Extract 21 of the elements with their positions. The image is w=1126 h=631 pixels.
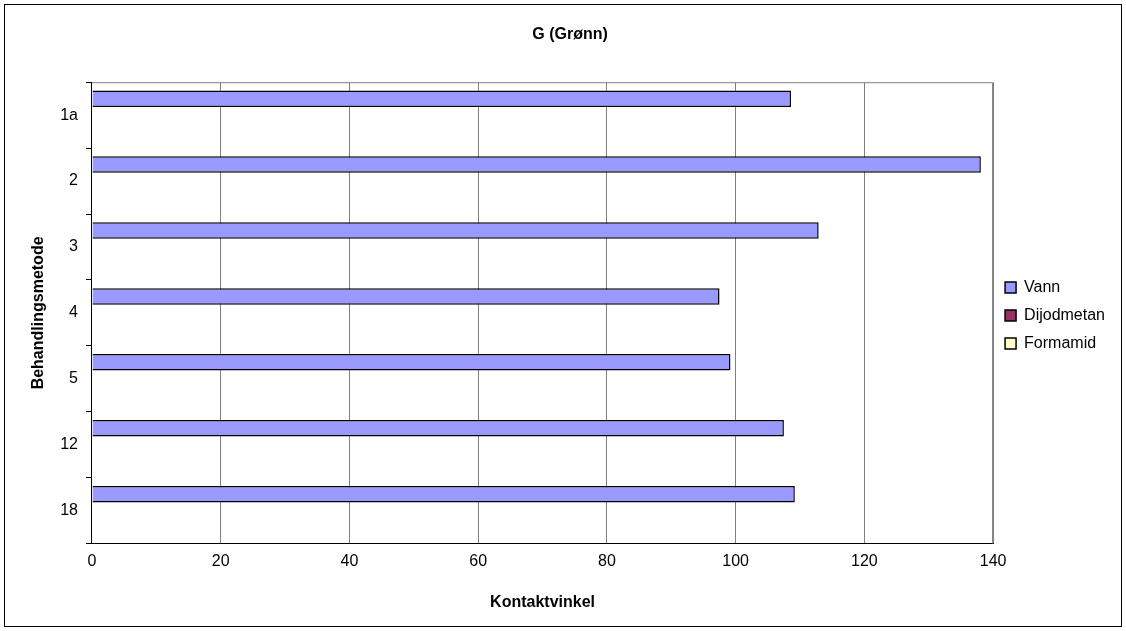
x-tick-label: 100 [722,551,750,569]
x-tick-label: 20 [211,551,230,569]
y-tick-label: 1a [60,105,79,123]
legend-label: Dijodmetan [1024,305,1106,323]
chart-title: G (Grønn) [532,25,608,43]
y-tick-label: 18 [60,501,79,519]
y-tick-label: 4 [69,303,79,321]
x-tick-label: 140 [979,551,1007,569]
x-tick-label: 80 [598,551,616,569]
legend-label: Vann [1024,277,1061,295]
x-tick-label: 0 [87,551,97,569]
y-tick-label: 12 [60,435,79,453]
y-tick-label: 2 [69,171,79,189]
y-axis-title: Behandlingsmetode [29,236,47,390]
x-tick-label: 120 [850,551,878,569]
legend-label: Formamid [1024,333,1097,351]
x-tick-label: 40 [340,551,359,569]
y-tick-label: 3 [69,237,79,255]
y-tick-label: 5 [69,369,79,387]
x-tick-label: 60 [469,551,488,569]
x-axis-title: Kontaktvinkel [490,592,595,610]
